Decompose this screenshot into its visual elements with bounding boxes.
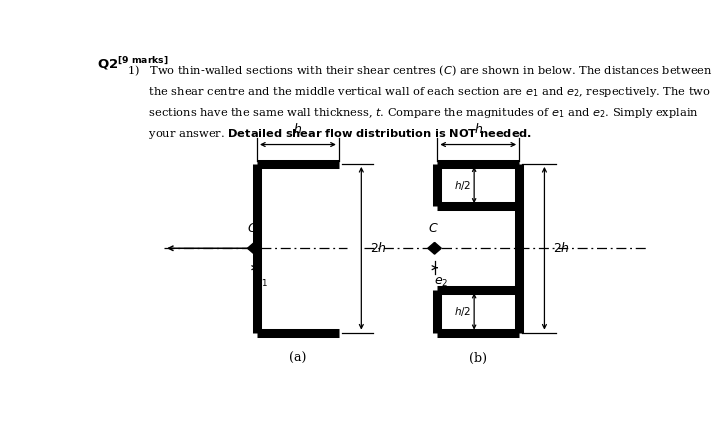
Polygon shape	[254, 242, 261, 254]
Text: the shear centre and the middle vertical wall of each section are $e_1$ and $e_2: the shear centre and the middle vertical…	[127, 85, 711, 99]
Polygon shape	[435, 242, 441, 254]
Text: (b): (b)	[469, 352, 487, 365]
Text: $e_2$: $e_2$	[435, 276, 449, 289]
Text: $\mathbf{Q2}^{\mathbf{[9\ marks]}}$: $\mathbf{Q2}^{\mathbf{[9\ marks]}}$	[97, 56, 169, 72]
Text: $h$: $h$	[294, 123, 302, 136]
Text: (a): (a)	[289, 352, 307, 365]
Text: $2h$: $2h$	[553, 241, 570, 255]
Text: $e_1$: $e_1$	[254, 276, 268, 289]
Text: $C$: $C$	[247, 222, 258, 235]
Polygon shape	[247, 242, 254, 254]
Text: $C$: $C$	[427, 222, 438, 235]
Text: $2h$: $2h$	[370, 241, 387, 255]
Polygon shape	[427, 242, 435, 254]
Text: $h$: $h$	[474, 123, 483, 136]
Text: $h/2$: $h/2$	[454, 179, 471, 192]
Text: sections have the same wall thickness, $t$. Compare the magnitudes of $e_1$ and : sections have the same wall thickness, $…	[127, 106, 699, 120]
Text: your answer. $\mathbf{Detailed\ shear\ flow\ distribution\ is\ NOT\ needed.}$: your answer. $\mathbf{Detailed\ shear\ f…	[127, 127, 533, 141]
Text: 1)   Two thin-walled sections with their shear centres ($C$) are shown in below.: 1) Two thin-walled sections with their s…	[127, 64, 713, 78]
Text: $h/2$: $h/2$	[454, 305, 471, 318]
